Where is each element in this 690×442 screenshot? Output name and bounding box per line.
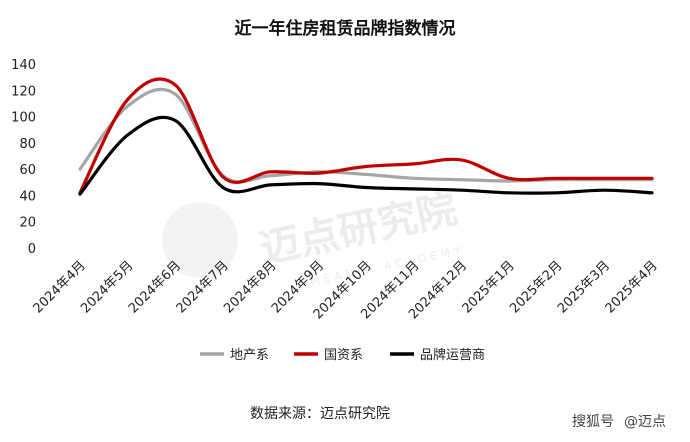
y-axis: 0 20 40 60 80 100 120 140 bbox=[11, 58, 36, 257]
x-tick-label: 2025年4月 bbox=[603, 258, 661, 316]
watermark-logo bbox=[162, 202, 238, 278]
legend-label: 国资系 bbox=[324, 348, 363, 363]
legend-label: 品牌运营商 bbox=[420, 347, 485, 363]
y-tick-label: 0 bbox=[28, 242, 36, 257]
legend: 地产系 国资系 品牌运营商 bbox=[200, 347, 485, 363]
y-tick-label: 120 bbox=[11, 84, 36, 99]
y-tick-label: 60 bbox=[19, 163, 36, 178]
y-tick-label: 20 bbox=[19, 216, 36, 231]
corner-platform: 搜狐号 bbox=[572, 414, 614, 430]
corner-handle: @迈点 bbox=[624, 414, 666, 430]
series-line-1 bbox=[78, 77, 654, 195]
y-tick-label: 40 bbox=[19, 189, 36, 204]
series-lines bbox=[78, 77, 654, 196]
source-note: 数据来源：迈点研究院 bbox=[250, 406, 390, 422]
y-tick-label: 140 bbox=[11, 58, 36, 73]
y-tick-label: 80 bbox=[19, 137, 36, 152]
corner-mark: 搜狐号 @迈点 bbox=[572, 414, 666, 430]
series-line-2 bbox=[78, 115, 654, 196]
y-tick-label: 100 bbox=[11, 111, 36, 126]
legend-label: 地产系 bbox=[230, 348, 269, 363]
chart-title: 近一年住房租赁品牌指数情况 bbox=[235, 18, 456, 39]
